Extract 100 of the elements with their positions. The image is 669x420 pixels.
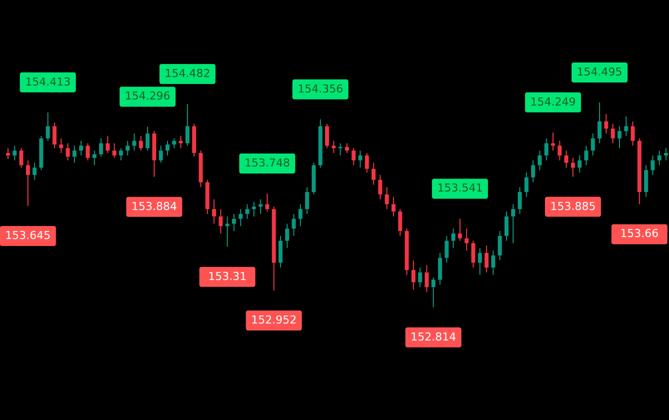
candlestick bbox=[46, 112, 50, 142]
annotation: 154.356 bbox=[298, 82, 344, 96]
candlestick bbox=[391, 196, 396, 217]
candlestick bbox=[398, 208, 402, 236]
candlestick bbox=[344, 142, 349, 154]
candlestick bbox=[66, 142, 70, 161]
candlestick bbox=[424, 264, 429, 292]
annotation: 154.296 bbox=[124, 90, 170, 103]
candlestick bbox=[444, 235, 449, 264]
candlestick bbox=[59, 138, 64, 154]
candlestick bbox=[451, 228, 456, 249]
candlestick bbox=[12, 145, 17, 161]
candlestick bbox=[32, 162, 37, 180]
candlestick bbox=[258, 198, 263, 214]
candlestick bbox=[464, 228, 469, 252]
candlestick bbox=[112, 142, 116, 158]
annotation: 153.884 bbox=[131, 200, 177, 213]
candlestick bbox=[564, 150, 568, 168]
candlestick bbox=[72, 145, 76, 164]
candlestick bbox=[418, 267, 422, 288]
candlestick bbox=[252, 201, 256, 217]
candlestick bbox=[126, 140, 130, 156]
candlestick bbox=[332, 140, 336, 154]
candlestick bbox=[166, 140, 170, 156]
candlestick bbox=[431, 276, 436, 308]
candlestick bbox=[292, 213, 296, 236]
candlestick bbox=[384, 186, 389, 210]
candlestick bbox=[52, 122, 57, 149]
annotation: 153.885 bbox=[550, 200, 596, 213]
candlestick bbox=[411, 260, 416, 290]
candlestick bbox=[278, 235, 283, 268]
annotation: 153.645 bbox=[5, 229, 51, 242]
candlestick bbox=[531, 160, 536, 183]
candlestick bbox=[372, 162, 376, 186]
candlestick bbox=[524, 172, 528, 198]
candlestick bbox=[378, 174, 382, 200]
candlestick bbox=[657, 150, 662, 166]
candlestick bbox=[132, 133, 136, 152]
candlestick bbox=[146, 126, 150, 152]
candlestick bbox=[305, 186, 310, 214]
candlestick bbox=[178, 135, 183, 149]
candlestick bbox=[478, 248, 482, 276]
candlestick bbox=[325, 123, 330, 149]
annotation: 152.952 bbox=[251, 314, 297, 326]
candlestick bbox=[504, 211, 508, 242]
candlestick bbox=[172, 138, 176, 149]
candlestick bbox=[79, 140, 84, 156]
candlestick bbox=[544, 138, 548, 161]
candlestick bbox=[491, 250, 496, 276]
candlestick bbox=[238, 208, 243, 227]
candlestick bbox=[610, 123, 615, 144]
candlestick bbox=[225, 216, 230, 248]
annotation: 153.541 bbox=[437, 182, 483, 195]
candlestick bbox=[584, 145, 588, 166]
candlestick bbox=[118, 148, 123, 161]
candlestick bbox=[6, 148, 10, 160]
candlestick bbox=[644, 164, 648, 198]
candlestick bbox=[511, 204, 516, 244]
candlestick bbox=[558, 140, 562, 161]
candlestick bbox=[538, 150, 542, 171]
candlestick bbox=[471, 240, 476, 268]
candlestick bbox=[484, 245, 489, 273]
candlestick bbox=[352, 148, 356, 166]
candlestick bbox=[285, 223, 290, 249]
candlestick bbox=[617, 126, 622, 149]
candlestick bbox=[604, 114, 608, 134]
candlestick bbox=[630, 120, 635, 146]
annotation: 154.413 bbox=[25, 75, 71, 88]
candlestick bbox=[570, 157, 575, 178]
candlestick bbox=[138, 135, 143, 152]
candlestick bbox=[185, 104, 190, 146]
candlestick bbox=[438, 252, 442, 286]
candlestick bbox=[358, 150, 362, 168]
annotation: 153.748 bbox=[244, 156, 290, 170]
annotation: 154.249 bbox=[530, 95, 576, 108]
candlestick bbox=[92, 150, 96, 166]
annotation: 153.31 bbox=[208, 270, 247, 283]
candlestick bbox=[245, 204, 250, 220]
candlestick bbox=[650, 154, 655, 176]
candlestick bbox=[158, 145, 163, 164]
annotation: 153.66 bbox=[620, 227, 659, 240]
annotation: 154.495 bbox=[576, 65, 622, 78]
candlestick bbox=[458, 218, 462, 242]
candlestick bbox=[598, 102, 602, 144]
candlestick bbox=[99, 138, 104, 158]
annotation: 154.482 bbox=[164, 67, 210, 80]
candlestick bbox=[218, 208, 223, 234]
annotation: 152.814 bbox=[410, 330, 456, 344]
candlestick bbox=[578, 154, 582, 174]
candlestick bbox=[212, 198, 216, 224]
candlestick bbox=[518, 186, 522, 214]
candlestick bbox=[19, 148, 24, 168]
candlestick bbox=[664, 148, 668, 161]
candlestick bbox=[86, 142, 90, 161]
candlestick bbox=[364, 152, 369, 174]
candlestick bbox=[26, 160, 30, 207]
candlestick bbox=[106, 135, 110, 154]
candlestick bbox=[232, 213, 236, 232]
candlestick bbox=[298, 204, 302, 227]
candlestick bbox=[590, 133, 595, 156]
